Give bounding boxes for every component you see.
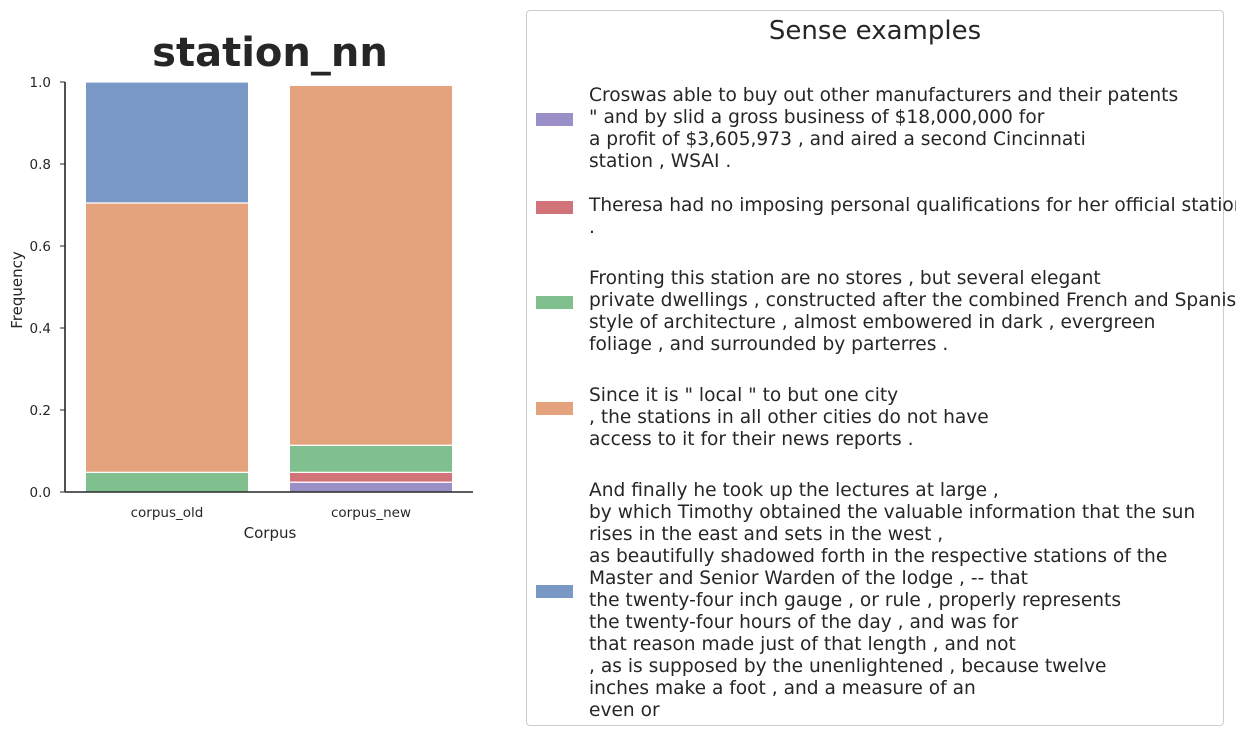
legend-entry-text: Theresa had no imposing personal qualifi… <box>589 195 1236 238</box>
legend-swatch <box>536 402 573 415</box>
y-tick-label: 0.4 <box>30 321 51 337</box>
bar-segment-corpus_new-2 <box>288 444 454 473</box>
bar-segment-corpus_old-2 <box>84 471 250 493</box>
x-tick-label: corpus_new <box>331 505 411 521</box>
legend-swatch <box>536 296 573 309</box>
legend-entry-text: Since it is " local " to but one city , … <box>589 385 989 450</box>
y-tick-label: 0.2 <box>30 403 51 419</box>
chart-title: station_nn <box>152 30 388 76</box>
y-tick-label: 0.0 <box>30 485 51 501</box>
bars-layer <box>84 81 454 493</box>
legend-entry-text: And finally he took up the lectures at l… <box>589 480 1196 721</box>
legend-swatch <box>536 201 573 214</box>
bar-chart: station_nn corpus_old corpus_new 0.0 0.2 0.4… <box>8 30 473 542</box>
axes-layer: corpus_old corpus_new 0.0 0.2 0.4 0.6 0.8 1.0 <box>30 75 473 521</box>
legend-swatch <box>536 585 573 598</box>
bar-segment-corpus_new-4 <box>288 83 454 86</box>
legend: Sense examples Croswas able to buy out o… <box>526 10 1236 726</box>
y-tick-label: 0.8 <box>30 157 51 173</box>
bar-segment-corpus_new-3 <box>288 84 454 446</box>
y-axis-label: Frequency <box>8 251 26 329</box>
bar-segment-corpus_old-3 <box>84 202 250 473</box>
legend-entry-text: Fronting this station are no stores , bu… <box>589 268 1236 355</box>
bar-segment-corpus_old-4 <box>84 81 250 204</box>
legend-title: Sense examples <box>768 16 982 46</box>
legend-swatch <box>536 113 573 126</box>
x-axis-label: Corpus <box>244 524 297 542</box>
bar-segment-corpus_new-0 <box>288 481 454 493</box>
legend-entry-text: Croswas able to buy out other manufactur… <box>589 85 1179 172</box>
x-tick-label: corpus_old <box>131 505 204 521</box>
bar-segment-corpus_new-1 <box>288 471 454 483</box>
y-tick-label: 1.0 <box>30 75 51 91</box>
y-tick-label: 0.6 <box>30 239 51 255</box>
